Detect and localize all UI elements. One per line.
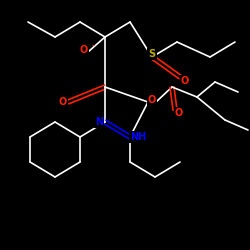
Text: O: O bbox=[181, 76, 189, 86]
Text: O: O bbox=[148, 95, 156, 105]
Text: O: O bbox=[175, 108, 183, 118]
Text: S: S bbox=[148, 49, 156, 59]
Text: O: O bbox=[59, 97, 67, 107]
Text: -: - bbox=[92, 42, 94, 50]
Text: O: O bbox=[80, 45, 88, 55]
Text: N: N bbox=[95, 117, 103, 127]
Text: NH: NH bbox=[130, 132, 146, 142]
